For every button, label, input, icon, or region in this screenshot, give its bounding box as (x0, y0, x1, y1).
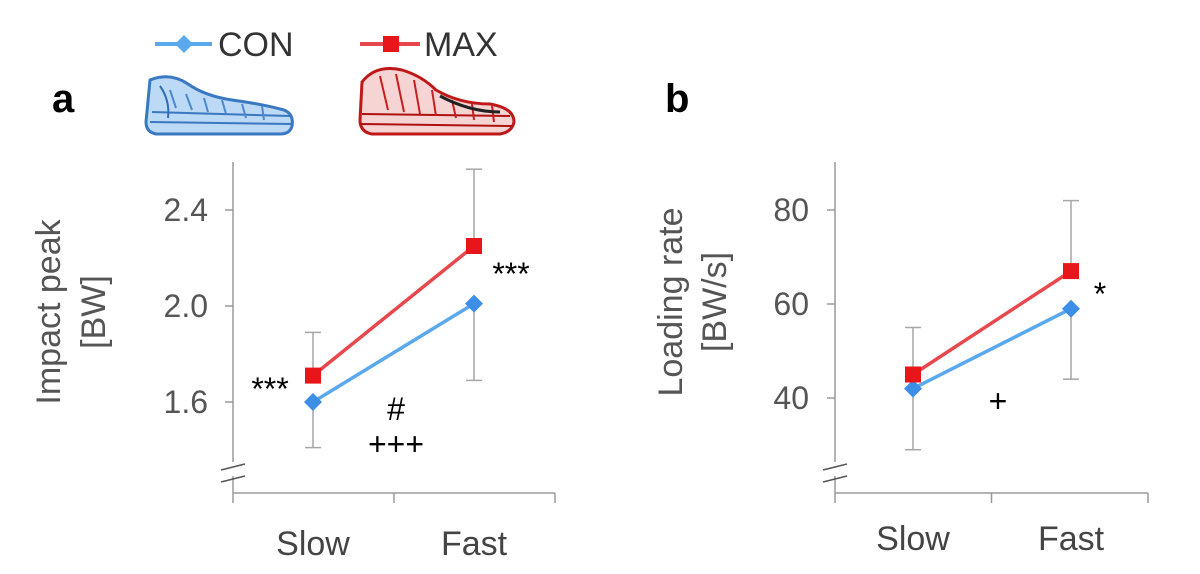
x-tick-label: Slow (276, 525, 350, 563)
blue-running-shoe-icon (144, 75, 294, 136)
panel-a-annotation-slow: *** (251, 371, 288, 407)
x-tick-label: Fast (441, 525, 508, 563)
panel-b-series (904, 199, 1080, 451)
con-data-point-slow (904, 379, 922, 398)
max-data-point-fast (1063, 263, 1079, 280)
panel-a-y-axis-title-line1: Impact peak (30, 218, 68, 404)
panel-b-axes (822, 162, 1149, 503)
y-tick-label: 40 (773, 380, 809, 416)
con-series-line (912, 307, 1072, 391)
max-data-point-fast (466, 238, 482, 254)
panel-b-chart: 40 60 80 Slow Fast Loading rate [BW/s] * + (652, 162, 1149, 558)
legend-item-max: MAX (360, 26, 498, 64)
panel-b-annotation-fast: * (1094, 276, 1106, 312)
axis-break-mark (220, 475, 246, 483)
panel-a-y-ticks: 1.6 2.0 2.4 (164, 192, 233, 420)
con-data-point-fast (1062, 299, 1080, 318)
x-tick-label: Fast (1038, 520, 1105, 558)
legend: CON MAX (155, 26, 498, 64)
legend-label-max: MAX (424, 26, 498, 64)
axis-break-mark (822, 475, 848, 483)
panel-b-annotation-plus: + (989, 383, 1008, 419)
con-series-line (312, 302, 475, 404)
panel-b-y-axis-title-line1: Loading rate (652, 207, 690, 396)
max-data-point-slow (305, 367, 321, 384)
panel-a-annotation-hash: # (387, 391, 405, 427)
max-series-line (311, 244, 476, 377)
axis-break-mark (822, 463, 848, 471)
panel-letter-b: b (665, 77, 689, 121)
axis-break-mark (220, 463, 246, 471)
panel-a-annotation-fast: *** (492, 256, 529, 292)
y-tick-label: 60 (773, 286, 809, 322)
legend-item-con: CON (155, 26, 294, 64)
panel-b-y-axis-title-line2: [BW/s] (696, 252, 734, 352)
con-data-point-slow (304, 393, 322, 411)
con-data-point-fast (465, 294, 483, 313)
panel-letter-a: a (52, 77, 75, 121)
red-running-shoe-icon (358, 67, 516, 136)
legend-diamond-marker (175, 35, 193, 53)
panel-a-series (304, 168, 483, 449)
x-tick-label: Slow (876, 520, 950, 558)
y-tick-label: 2.0 (164, 288, 208, 324)
panel-b-x-ticks: Slow Fast (876, 520, 1104, 558)
legend-square-marker (383, 36, 399, 52)
panel-a-y-axis-title-line2: [BW] (75, 275, 113, 349)
panel-a-x-ticks: Slow Fast (276, 525, 507, 563)
panel-a-annotation-plus: +++ (368, 426, 424, 462)
y-tick-label: 2.4 (164, 192, 208, 228)
legend-label-con: CON (218, 26, 294, 64)
y-tick-label: 80 (773, 192, 809, 228)
y-tick-label: 1.6 (164, 384, 208, 420)
max-data-point-slow (905, 366, 921, 383)
panel-a-axes (220, 162, 556, 503)
max-series-line (912, 269, 1072, 376)
panel-a-chart: 1.62.02.4 Slow Fast Impact peak [BW] *** … (30, 162, 556, 563)
panel-b-y-ticks: 40 60 80 (773, 192, 835, 416)
